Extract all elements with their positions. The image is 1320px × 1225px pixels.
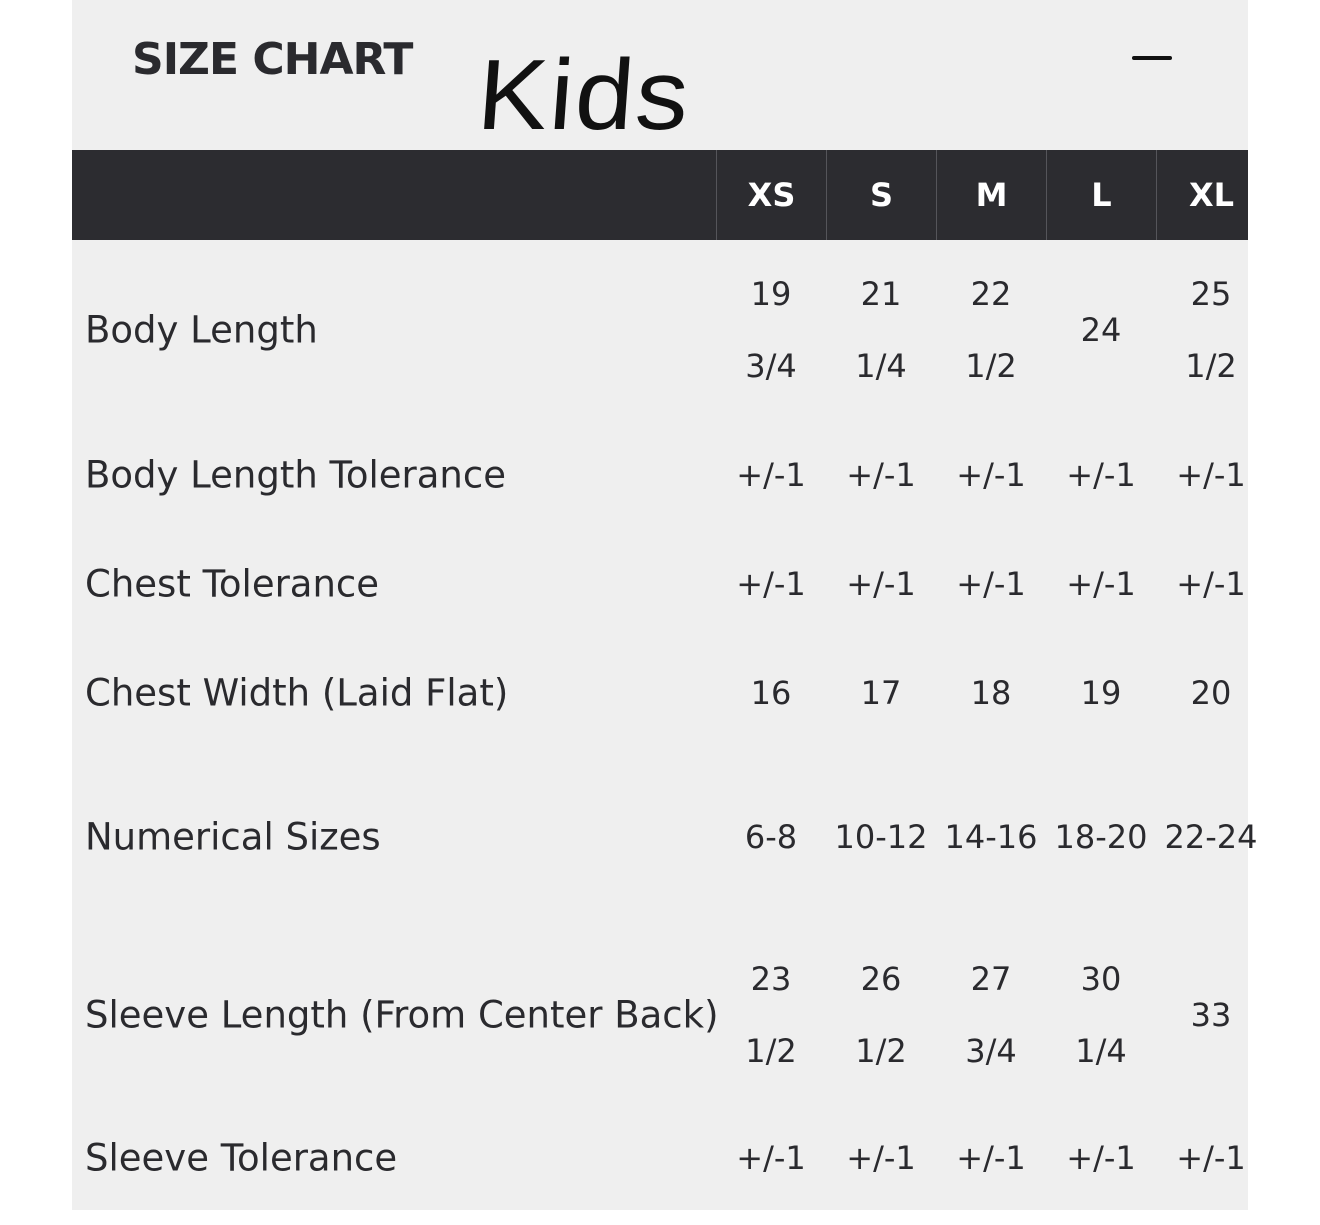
cell-xs: 19 3/4: [745, 275, 797, 385]
table-row: Sleeve Length (From Center Back) 23 1/2 26…: [72, 925, 1248, 1105]
cell-xs: 23 1/2: [745, 960, 797, 1070]
row-label: Body Length: [85, 308, 318, 352]
cell-m: 22 1/2: [965, 275, 1017, 385]
cell-m: 14-16: [944, 817, 1038, 856]
cell-l: +/-1: [1066, 1138, 1136, 1177]
row-label: Sleeve Length (From Center Back): [85, 993, 719, 1037]
column-header-s: S: [826, 150, 936, 240]
cell-xl: 25 1/2: [1185, 275, 1237, 385]
cell-l: +/-1: [1066, 456, 1136, 494]
cell-l: 19: [1080, 674, 1122, 712]
column-header-l: L: [1046, 150, 1156, 240]
table-header: XS S M L XL: [72, 150, 1248, 240]
cell-m: +/-1: [956, 1138, 1026, 1177]
cell-s: 17: [860, 674, 902, 712]
cell-m: 27 3/4: [965, 960, 1017, 1070]
size-chart-title: SIZE CHART: [132, 34, 413, 85]
cell-xl: +/-1: [1176, 565, 1246, 603]
cell-l: 18-20: [1054, 817, 1148, 856]
table-row: Chest Width (Laid Flat) 16 17 18 19 20: [72, 638, 1248, 748]
row-label: Numerical Sizes: [85, 815, 381, 858]
cell-m: 18: [970, 674, 1012, 712]
cell-xs: +/-1: [736, 565, 806, 603]
table-row: Chest Tolerance +/-1 +/-1 +/-1 +/-1 +/-1: [72, 530, 1248, 638]
cell-s: +/-1: [846, 1138, 916, 1177]
cell-s: 10-12: [834, 817, 928, 856]
cell-xs: +/-1: [736, 1138, 806, 1177]
handwritten-kids-annotation: Kids: [473, 39, 695, 151]
cell-xl: 22-24: [1164, 817, 1258, 856]
row-label: Sleeve Tolerance: [85, 1136, 398, 1179]
column-header-xl: XL: [1156, 150, 1266, 240]
cell-xl: +/-1: [1176, 1138, 1246, 1177]
cell-xs: 16: [750, 674, 792, 712]
column-header-m: M: [936, 150, 1046, 240]
table-row: Body Length Tolerance +/-1 +/-1 +/-1 +/-1 +/-…: [72, 420, 1248, 530]
cell-s: 21 1/4: [855, 275, 907, 385]
cell-l: 24: [1080, 311, 1122, 349]
collapse-minus-icon[interactable]: [1132, 56, 1172, 60]
row-label: Body Length Tolerance: [85, 453, 506, 497]
cell-xl: +/-1: [1176, 456, 1246, 494]
cell-xs: 6-8: [744, 817, 798, 856]
table-row: Numerical Sizes 6-8 10-12 14-16 18-20 22-24: [72, 748, 1257, 925]
cell-m: +/-1: [956, 565, 1026, 603]
cell-l: +/-1: [1066, 565, 1136, 603]
row-label: Chest Width (Laid Flat): [85, 671, 509, 715]
cell-s: 26 1/2: [855, 960, 907, 1070]
table-row: Sleeve Tolerance +/-1 +/-1 +/-1 +/-1 +/-1: [72, 1105, 1248, 1210]
cell-l: 30 1/4: [1075, 960, 1127, 1070]
cell-s: +/-1: [846, 456, 916, 494]
cell-s: +/-1: [846, 565, 916, 603]
cell-m: +/-1: [956, 456, 1026, 494]
cell-xl: 33: [1190, 996, 1232, 1034]
size-chart-panel: SIZE CHART Kids XS S M L XL Body Length 19 3/…: [72, 0, 1257, 1210]
cell-xl: 20: [1190, 674, 1232, 712]
column-header-xs: XS: [716, 150, 826, 240]
table-row: Body Length 19 3/4 21 1/4 22 1/2 24 25 1/2: [72, 240, 1248, 420]
cell-xs: +/-1: [736, 456, 806, 494]
row-label: Chest Tolerance: [85, 562, 380, 606]
